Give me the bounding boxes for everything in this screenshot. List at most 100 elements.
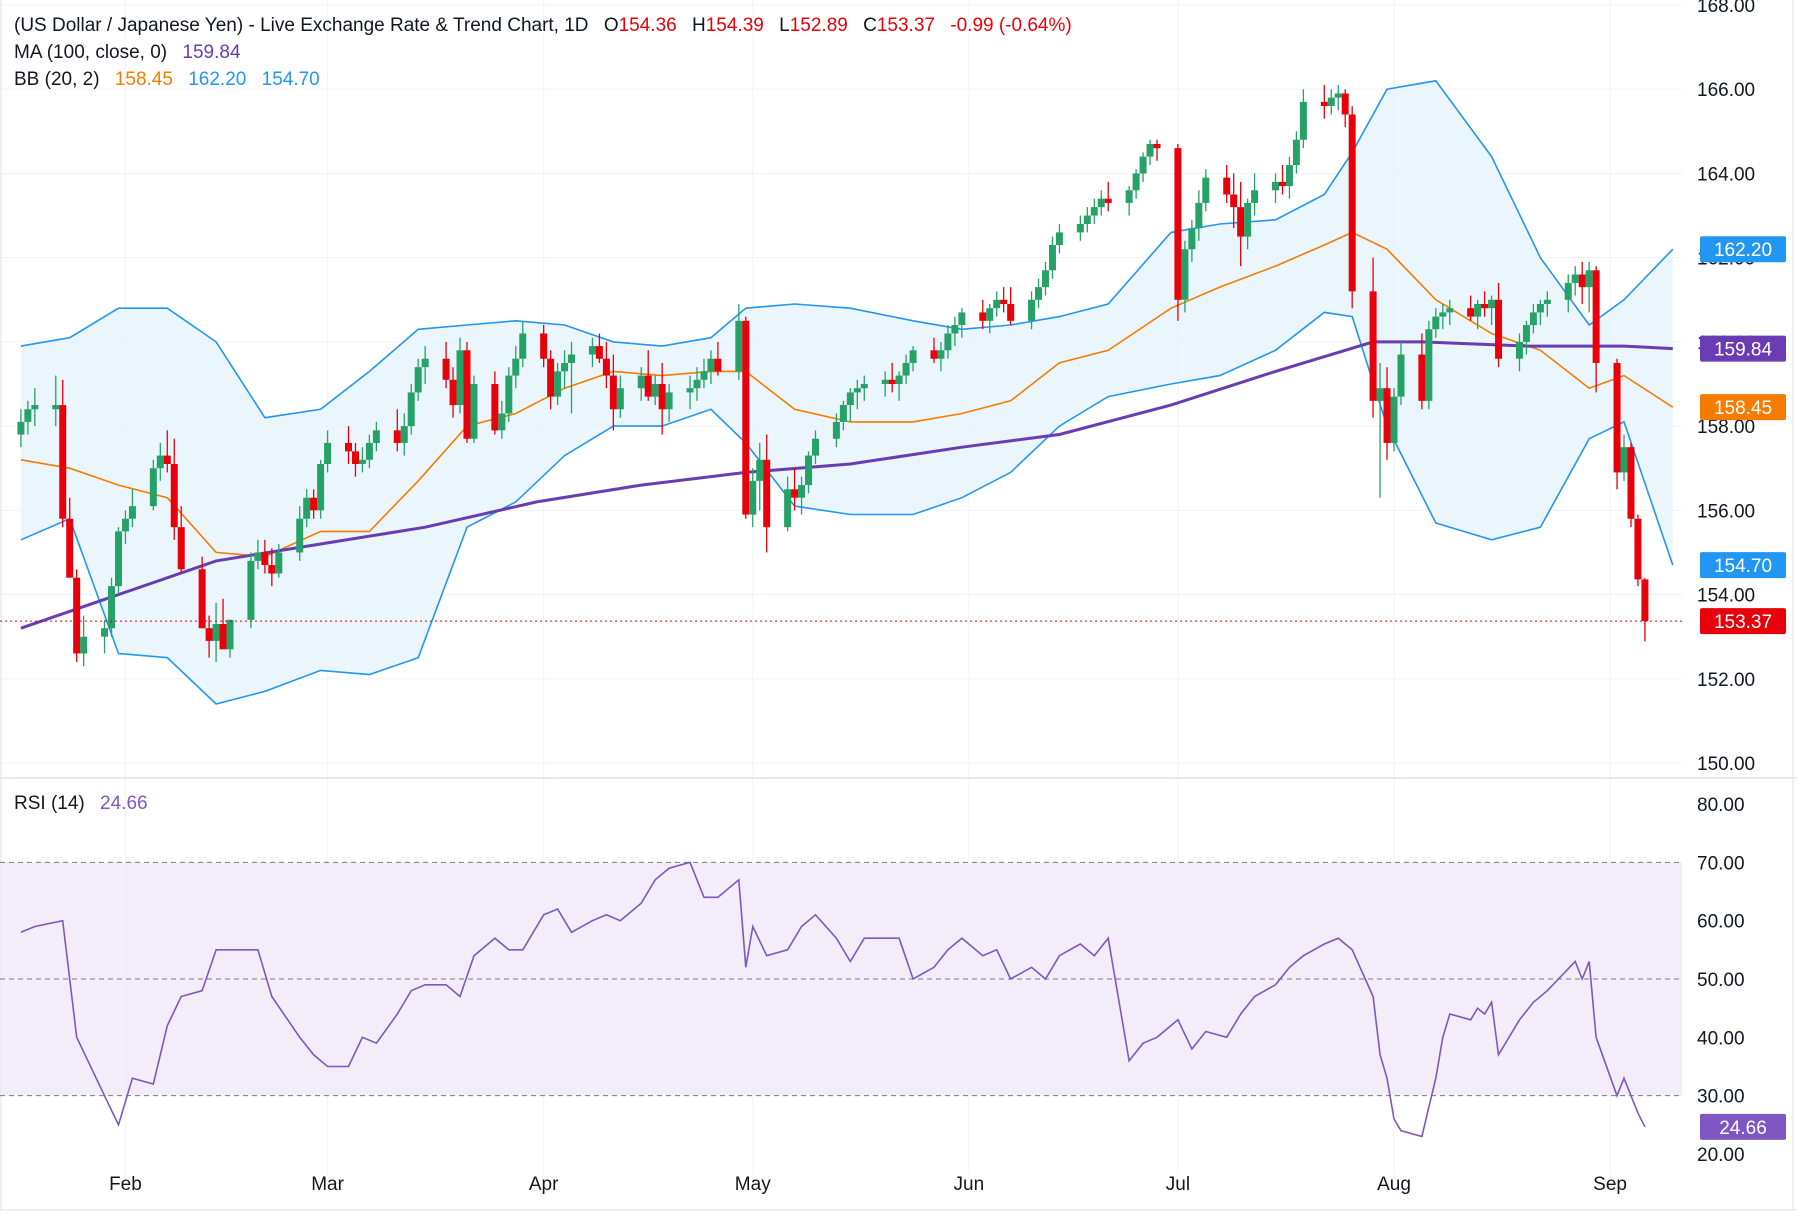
- close-value: 153.37: [876, 15, 935, 36]
- price-axis-tick-label: 154.00: [1697, 586, 1755, 607]
- candle-body: [351, 451, 359, 465]
- candle-body: [1488, 299, 1496, 309]
- price-tag-label: 154.70: [1714, 556, 1772, 577]
- candle-body: [254, 552, 262, 561]
- candle-body: [1585, 270, 1593, 288]
- legend-ma-row: MA (100, close, 0) 159.84: [14, 39, 1082, 66]
- change-value: -0.99 (-0.64%): [950, 15, 1072, 36]
- candle-body: [1244, 202, 1252, 237]
- candle-body: [519, 333, 527, 359]
- candle-body: [784, 489, 792, 528]
- candle-body: [602, 358, 610, 376]
- candle-body: [1418, 354, 1426, 401]
- candle-body: [268, 565, 276, 574]
- candle-body: [1425, 329, 1433, 401]
- candle-body: [1132, 173, 1140, 191]
- candle-body: [902, 362, 910, 376]
- candle-body: [1564, 282, 1572, 300]
- candle-body: [644, 375, 652, 397]
- rsi-line: [20, 861, 1646, 1138]
- candle-body: [372, 430, 380, 443]
- candle-body: [832, 421, 840, 439]
- candle-body: [101, 628, 109, 637]
- chart-title: (US Dollar / Japanese Yen) - Live Exchan…: [14, 15, 589, 36]
- candle-body: [1376, 388, 1384, 401]
- candle-body: [1536, 303, 1544, 313]
- candle-body: [393, 430, 401, 443]
- candle-body: [407, 392, 415, 427]
- candle-body: [888, 379, 896, 384]
- candle-body: [1522, 325, 1530, 342]
- candle-body: [763, 459, 771, 528]
- close-label: C: [863, 15, 877, 36]
- candle-body: [1446, 308, 1454, 313]
- candle-body: [756, 459, 764, 481]
- candle-body: [1641, 579, 1649, 622]
- low-label: L: [779, 15, 790, 36]
- candle-body: [588, 346, 596, 355]
- time-axis-tick-label: Apr: [529, 1174, 559, 1195]
- candle-body: [686, 388, 694, 393]
- candle-body: [1341, 93, 1349, 115]
- candle-body: [547, 358, 555, 397]
- bb-label: BB (20, 2): [14, 69, 100, 90]
- candle-body: [219, 624, 227, 650]
- candle-body: [275, 552, 283, 574]
- candle-body: [80, 636, 88, 654]
- candle-body: [226, 619, 234, 650]
- rsi-tag-label: 24.66: [1719, 1118, 1767, 1139]
- candle-body: [979, 312, 987, 321]
- candle-body: [951, 325, 959, 334]
- candle-body: [846, 392, 854, 406]
- candle-body: [791, 489, 799, 498]
- candle-body: [1299, 101, 1307, 140]
- candle-body: [296, 518, 304, 553]
- price-axis-tick-label: 166.00: [1697, 80, 1755, 101]
- candle-body: [442, 358, 450, 380]
- candle-body: [637, 375, 645, 389]
- candle-body: [1076, 223, 1084, 233]
- price-tag-label: 158.45: [1714, 398, 1772, 419]
- rsi-value: 24.66: [100, 793, 148, 814]
- candle-body: [1028, 299, 1036, 321]
- candle-body: [491, 384, 499, 431]
- rsi-axis-tick-label: 80.00: [1697, 795, 1745, 816]
- candle-body: [108, 586, 116, 629]
- candle-body: [909, 350, 917, 363]
- candle-body: [714, 358, 722, 372]
- candle-body: [163, 455, 171, 465]
- candle-body: [853, 388, 861, 393]
- candle-body: [198, 569, 206, 629]
- candle-body: [540, 333, 548, 359]
- candle-body: [749, 480, 757, 515]
- candle-body: [365, 442, 373, 460]
- rsi-axis-tick-label: 60.00: [1697, 912, 1745, 933]
- candle-body: [798, 485, 806, 498]
- bb-band-fill: [20, 80, 1673, 705]
- candle-body: [881, 379, 889, 384]
- candle-body: [1055, 232, 1063, 246]
- candle-body: [1620, 447, 1628, 473]
- candle-body: [17, 421, 25, 435]
- candle-body: [73, 577, 81, 654]
- open-label: O: [603, 15, 619, 36]
- candle-body: [114, 531, 122, 587]
- candle-body: [59, 405, 67, 519]
- candle-body: [1292, 139, 1300, 166]
- candle-body: [261, 552, 269, 566]
- bb-lower-value: 154.70: [261, 69, 320, 90]
- rsi-axis-tick-label: 50.00: [1697, 970, 1745, 991]
- candle-body: [1181, 249, 1189, 300]
- time-axis-tick-label: Mar: [311, 1174, 344, 1195]
- high-value: 154.39: [705, 15, 764, 36]
- candle-body: [247, 560, 255, 620]
- rsi-legend: RSI (14) 24.66: [14, 790, 158, 817]
- candle-body: [324, 442, 332, 465]
- legend-title-row: (US Dollar / Japanese Yen) - Live Exchan…: [14, 12, 1082, 39]
- candle-body: [463, 350, 471, 439]
- price-tag: [1700, 552, 1786, 579]
- rsi-axis-tick-label: 20.00: [1697, 1145, 1745, 1166]
- candle-body: [1474, 303, 1482, 317]
